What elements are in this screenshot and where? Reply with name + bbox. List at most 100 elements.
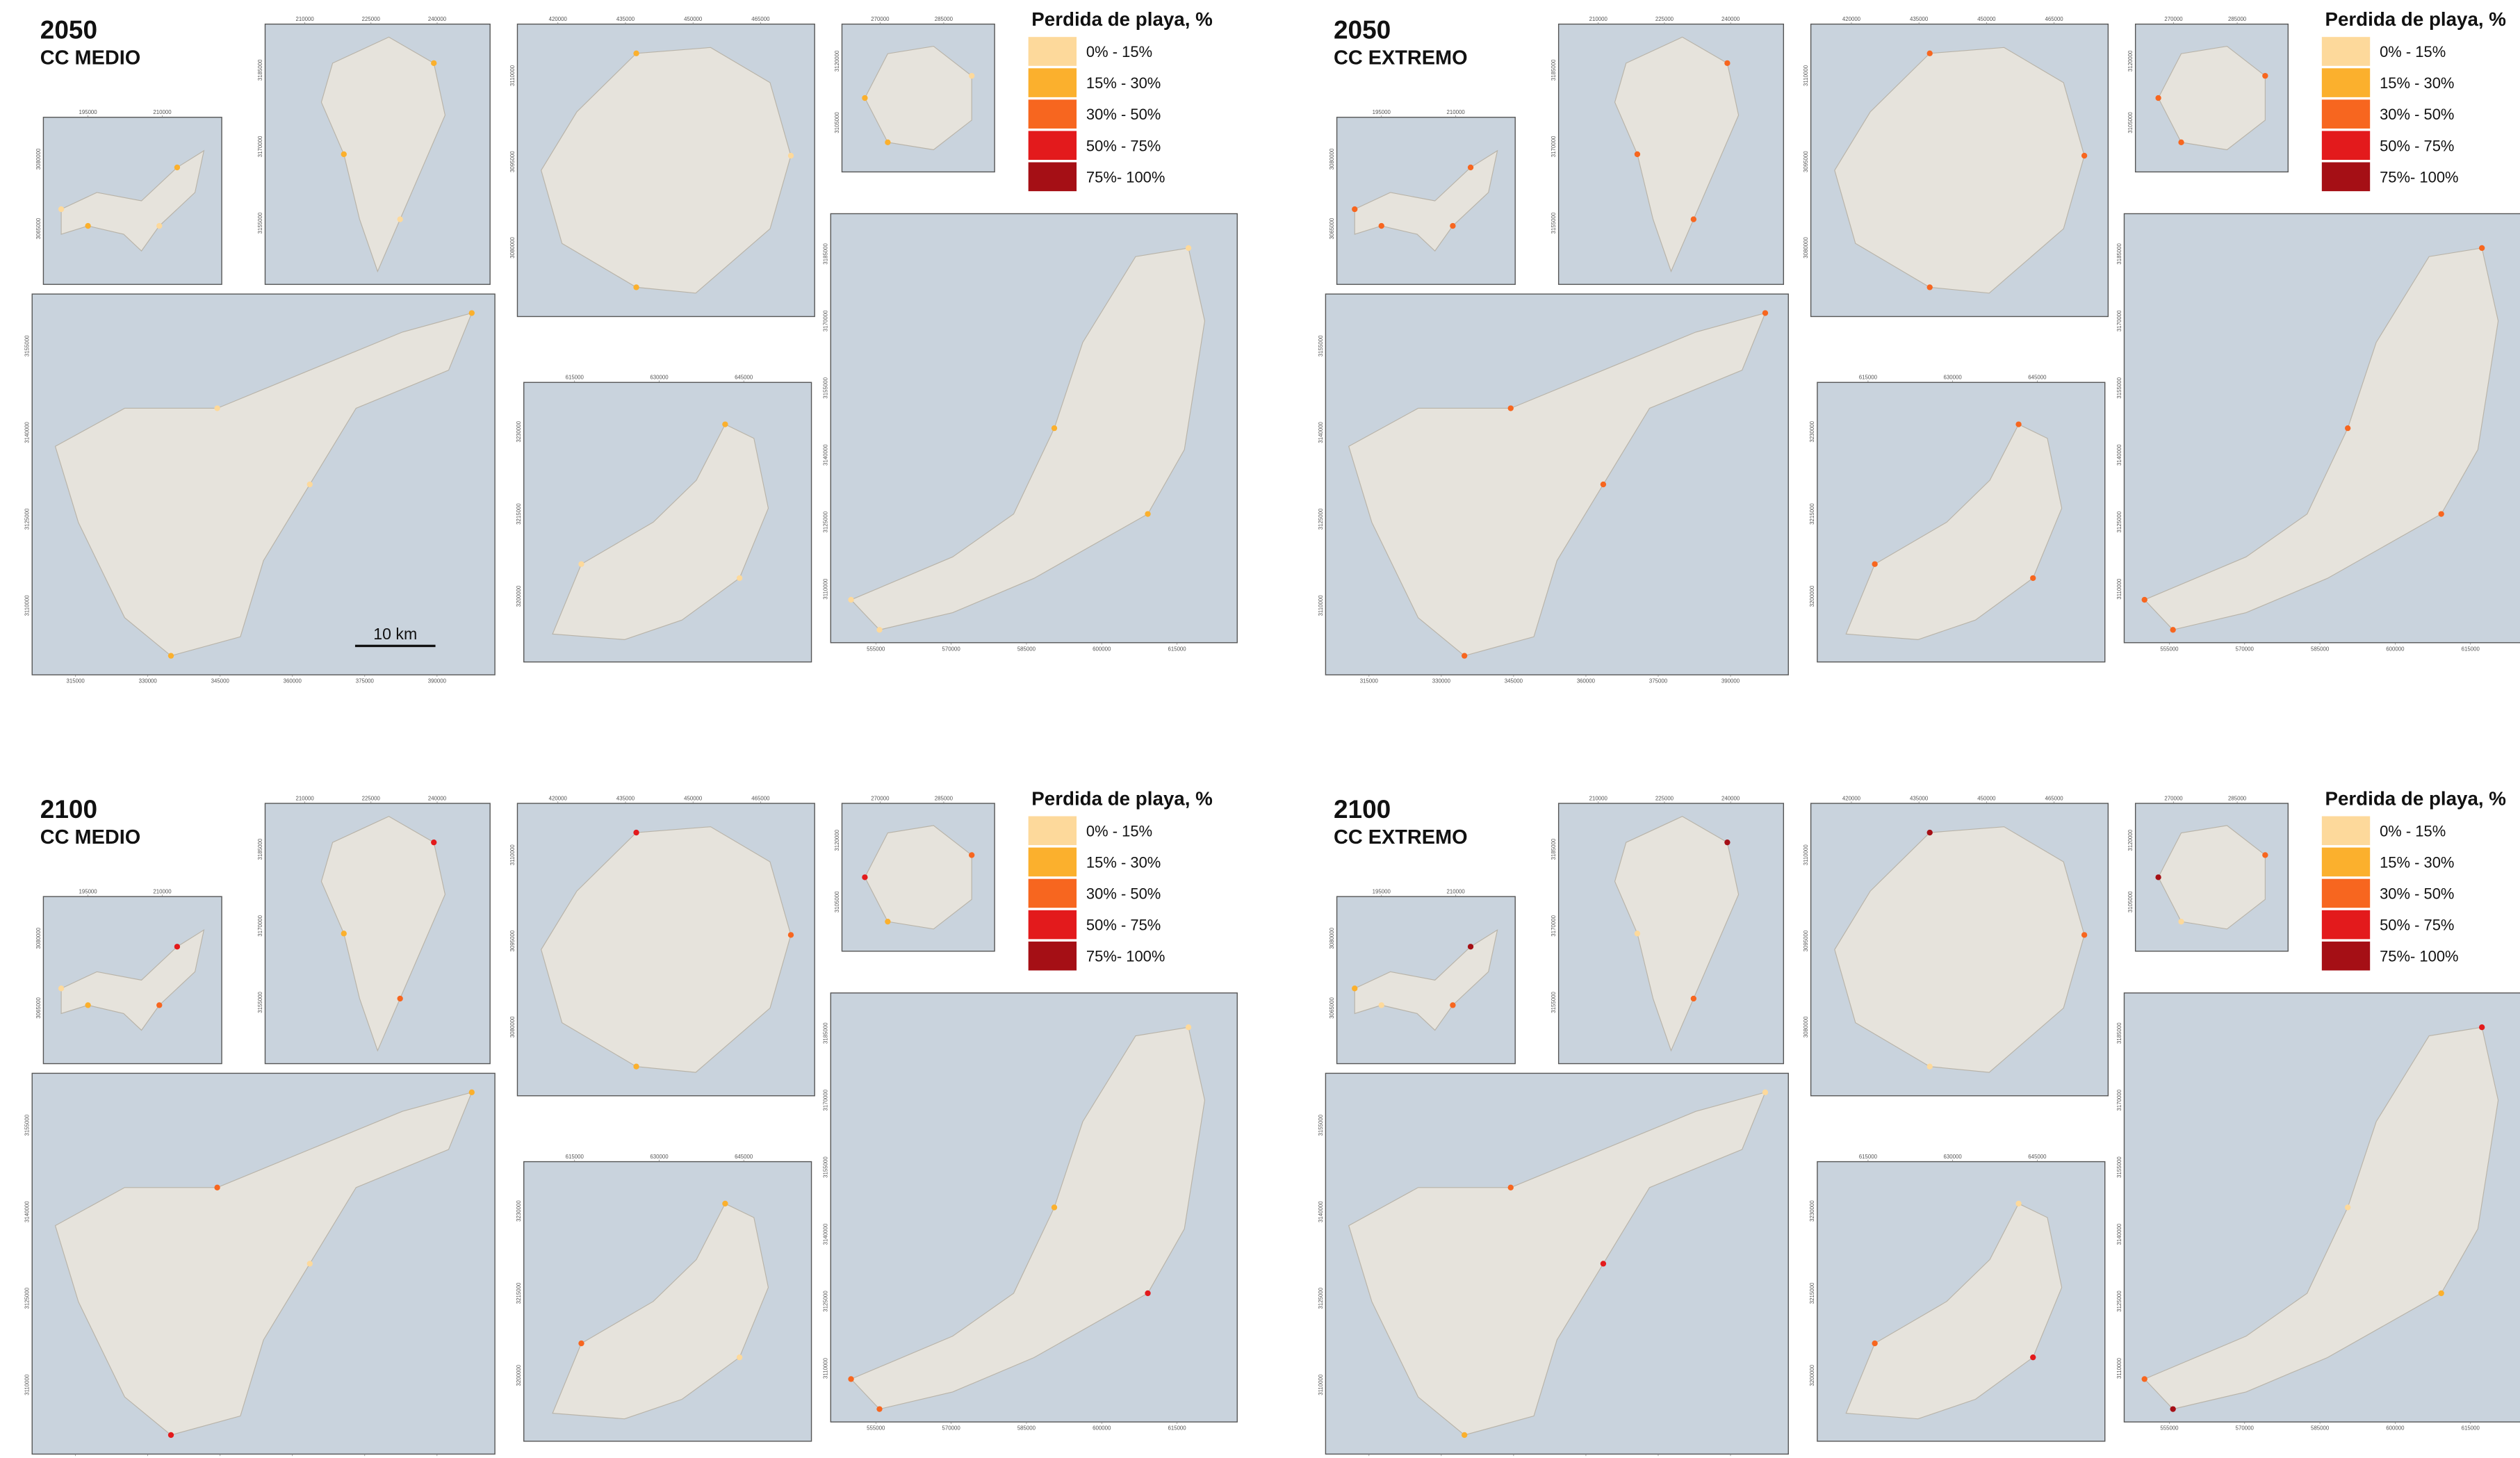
- x-tick-label: 210000: [1447, 109, 1466, 115]
- x-tick-label: 435000: [1910, 16, 1929, 22]
- beach-loss-dot: [1872, 1341, 1877, 1346]
- beach-loss-dot: [469, 310, 475, 316]
- beach-loss-dot: [2479, 245, 2485, 251]
- beach-loss-dot: [2262, 852, 2268, 858]
- legend-swatch: [1029, 942, 1077, 971]
- island-map: 210000225000240000318500031700003155000: [1551, 795, 1783, 1063]
- y-tick-label: 3200000: [516, 1364, 522, 1386]
- y-tick-label: 3155000: [1318, 335, 1324, 357]
- legend-label: 30% - 50%: [1086, 106, 1161, 123]
- beach-loss-dot: [85, 1002, 90, 1008]
- x-tick-label: 390000: [1721, 678, 1740, 685]
- x-tick-label: 270000: [871, 795, 890, 801]
- legend-label: 15% - 30%: [2380, 853, 2454, 871]
- x-tick-label: 630000: [650, 1154, 669, 1160]
- x-tick-label: 645000: [2028, 375, 2047, 381]
- x-tick-label: 600000: [2386, 646, 2405, 652]
- x-tick-label: 630000: [1944, 1154, 1963, 1160]
- legend-label: 75%- 100%: [2380, 168, 2458, 186]
- legend-swatch: [1029, 163, 1077, 192]
- y-tick-label: 3155000: [823, 1156, 829, 1178]
- legend-label: 50% - 75%: [1086, 137, 1161, 154]
- legend-label: 0% - 15%: [1086, 43, 1152, 60]
- y-tick-label: 3155000: [1318, 1114, 1324, 1136]
- legend-label: 15% - 30%: [1086, 74, 1161, 92]
- legend-title: Perdida de playa, %: [1031, 8, 1212, 30]
- y-tick-label: 3110000: [24, 1374, 31, 1395]
- y-tick-label: 3230000: [516, 420, 522, 442]
- legend-swatch: [2322, 942, 2370, 971]
- x-tick-label: 210000: [1589, 795, 1608, 801]
- beach-loss-dot: [969, 852, 974, 858]
- y-tick-label: 3110000: [1803, 844, 1809, 866]
- x-tick-label: 600000: [1093, 646, 1111, 652]
- x-tick-label: 210000: [153, 888, 172, 894]
- beach-loss-dot: [2030, 1354, 2036, 1360]
- beach-loss-dot: [848, 1376, 853, 1382]
- legend-swatch: [2322, 816, 2370, 845]
- panel-scenario: CC EXTREMO: [1334, 47, 1468, 69]
- beach-loss-dot: [2439, 511, 2444, 516]
- beach-loss-dot: [1508, 405, 1514, 411]
- beach-loss-dot: [862, 95, 867, 101]
- beach-loss-dot: [2170, 627, 2175, 632]
- y-tick-label: 3080000: [1329, 148, 1335, 170]
- beach-loss-dot: [848, 597, 853, 603]
- legend-label: 15% - 30%: [1086, 853, 1161, 871]
- y-tick-label: 3185000: [2116, 1022, 2122, 1044]
- y-tick-label: 3125000: [2116, 511, 2122, 532]
- island-map: 4200004350004500004650003110000309500030…: [1803, 795, 2108, 1095]
- y-tick-label: 3155000: [24, 335, 31, 357]
- beach-loss-dot: [1691, 996, 1696, 1001]
- y-tick-label: 3080000: [509, 1016, 516, 1038]
- beach-loss-dot: [1468, 944, 1473, 949]
- y-tick-label: 3140000: [1318, 1201, 1324, 1222]
- island-map: 19500021000030800003065000: [1329, 109, 1515, 284]
- legend-label: 50% - 75%: [2380, 917, 2454, 934]
- legend-swatch: [1029, 910, 1077, 940]
- y-tick-label: 3110000: [1318, 1374, 1324, 1395]
- x-tick-label: 225000: [362, 16, 381, 22]
- y-tick-label: 3125000: [823, 1291, 829, 1312]
- legend-swatch: [2322, 848, 2370, 877]
- y-tick-label: 3110000: [1318, 595, 1324, 616]
- y-tick-label: 3120000: [2127, 829, 2134, 851]
- x-tick-label: 435000: [616, 16, 635, 22]
- beach-loss-dot: [1691, 216, 1696, 222]
- x-tick-label: 210000: [153, 109, 172, 115]
- y-tick-label: 3095000: [509, 930, 516, 951]
- x-tick-label: 270000: [2164, 795, 2183, 801]
- x-tick-label: 585000: [2311, 646, 2330, 652]
- island-map: 27000028500031200003105000: [2127, 16, 2288, 172]
- beach-loss-dot: [469, 1090, 475, 1095]
- beach-loss-dot: [737, 1354, 742, 1360]
- y-tick-label: 3185000: [823, 1022, 829, 1044]
- x-tick-label: 315000: [1360, 678, 1379, 685]
- legend-swatch: [1029, 848, 1077, 877]
- y-tick-label: 3170000: [823, 1089, 829, 1111]
- panel-year: 2100: [40, 795, 97, 824]
- x-tick-label: 195000: [1373, 109, 1391, 115]
- x-tick-label: 345000: [211, 678, 230, 685]
- island-map: 210000225000240000318500031700003155000: [257, 795, 490, 1063]
- beach-loss-dot: [633, 284, 639, 290]
- x-tick-label: 225000: [362, 795, 381, 801]
- beach-loss-dot: [156, 1002, 162, 1008]
- beach-loss-dot: [1635, 931, 1640, 936]
- y-tick-label: 3140000: [823, 1223, 829, 1245]
- island-map: 3150003300003450003600003750003900003155…: [1318, 1073, 1788, 1458]
- y-tick-label: 3065000: [1329, 997, 1335, 1018]
- x-tick-label: 240000: [428, 16, 447, 22]
- y-tick-label: 3110000: [24, 595, 31, 616]
- beach-loss-dot: [168, 1432, 174, 1438]
- y-tick-label: 3170000: [1551, 136, 1557, 157]
- y-tick-label: 3230000: [516, 1200, 522, 1222]
- legend-swatch: [1029, 37, 1077, 66]
- beach-loss-dot: [2142, 1376, 2147, 1382]
- island-map: 3150003300003450003600003750003900003155…: [24, 1073, 495, 1458]
- y-tick-label: 3170000: [1551, 915, 1557, 936]
- x-tick-label: 195000: [79, 888, 97, 894]
- beach-loss-dot: [1352, 206, 1357, 212]
- beach-loss-dot: [633, 1064, 639, 1070]
- y-tick-label: 3170000: [257, 915, 263, 936]
